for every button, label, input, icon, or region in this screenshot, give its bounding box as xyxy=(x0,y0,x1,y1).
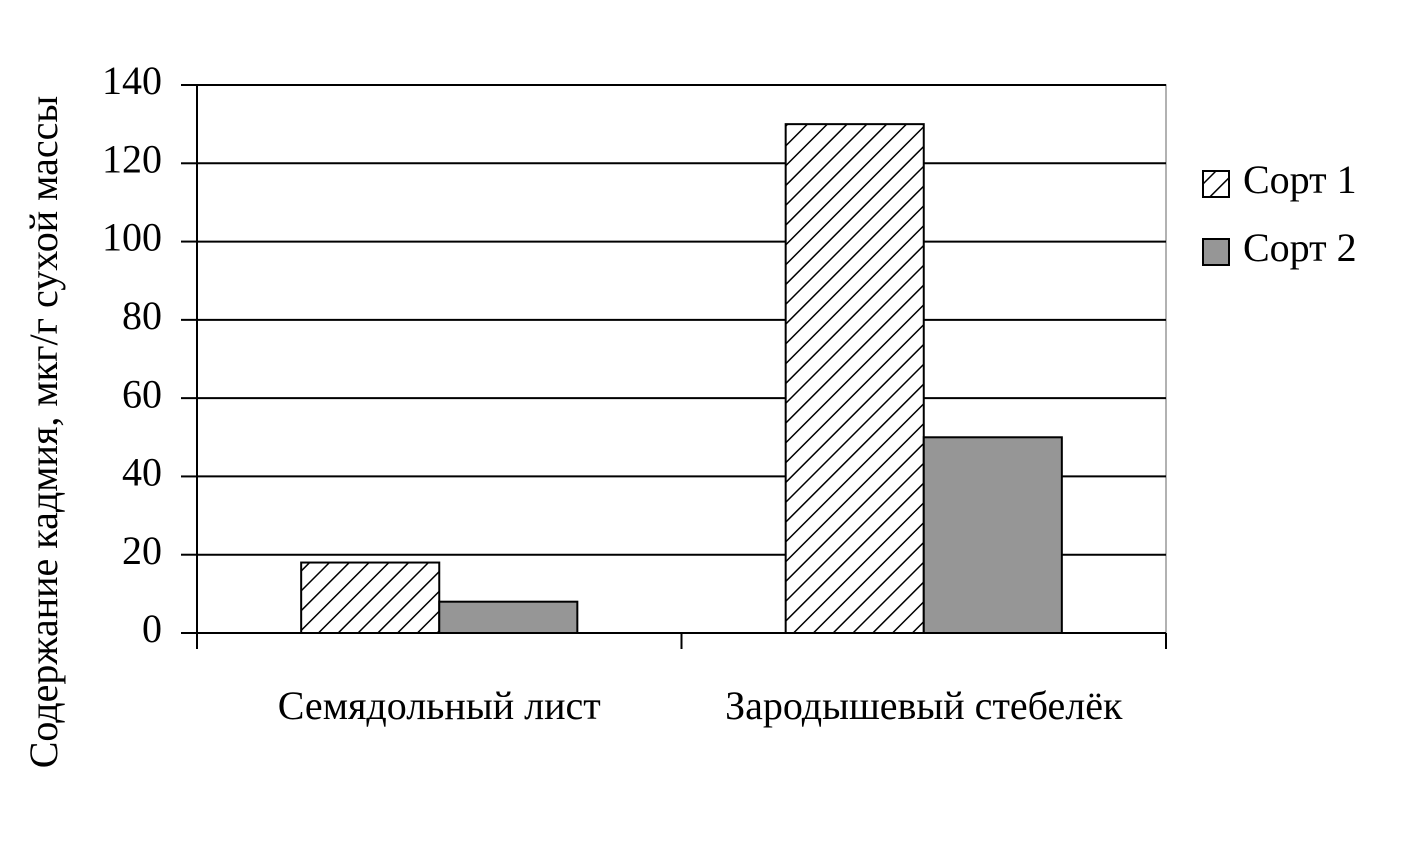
legend-label: Сорт 1 xyxy=(1243,157,1357,202)
x-tick-label: Семядольный лист xyxy=(278,683,601,728)
y-tick-label: 140 xyxy=(102,58,162,103)
legend-swatch xyxy=(1202,170,1230,198)
y-axis-title: Содержание кадмия, мкг/г сухой массы xyxy=(21,96,66,769)
bar xyxy=(784,123,925,635)
y-tick-label: 100 xyxy=(102,215,162,260)
legend-label: Сорт 2 xyxy=(1243,225,1357,270)
y-tick-label: 60 xyxy=(122,371,162,416)
y-tick-label: 0 xyxy=(142,606,162,651)
y-tick-label: 40 xyxy=(122,450,162,495)
y-tick-label: 20 xyxy=(122,528,162,573)
bar xyxy=(300,561,441,634)
x-tick-label: Зародышевый стебелёк xyxy=(725,683,1123,728)
y-tick-label: 120 xyxy=(102,136,162,181)
y-tick-label: 80 xyxy=(122,293,162,338)
legend-swatch xyxy=(1202,238,1230,266)
bar xyxy=(922,436,1063,634)
bar xyxy=(438,600,579,635)
